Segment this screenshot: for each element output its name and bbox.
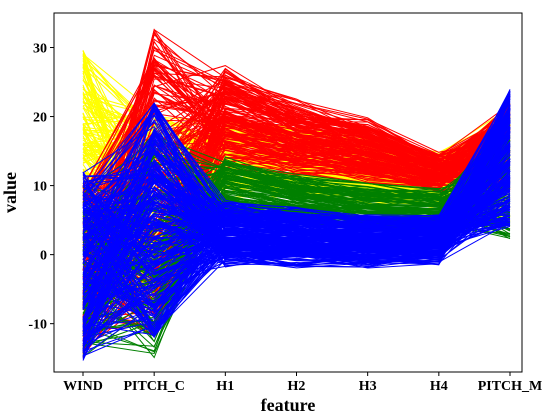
x-tick-label: PITCH_C: [123, 379, 184, 394]
series-3-line: [82, 176, 511, 295]
y-tick-label: 0: [40, 249, 47, 264]
y-tick-label: 10: [33, 180, 47, 195]
series-3-line: [82, 141, 511, 278]
series-3-line: [82, 141, 511, 306]
series-3-line: [82, 149, 511, 322]
series-1-line: [82, 59, 511, 247]
plot-frame: [53, 12, 523, 373]
series-1-line: [82, 112, 511, 243]
series-3-line: [82, 198, 511, 238]
y-axis: -10 0 10 20 30: [28, 42, 54, 333]
series-3-line: [82, 200, 511, 332]
series-3-line: [82, 217, 511, 353]
series-3-line: [82, 152, 511, 254]
series-3-line: [82, 154, 511, 297]
y-tick-label: 30: [33, 42, 47, 57]
series-3-line: [82, 174, 511, 235]
x-tick-label: H4: [430, 379, 448, 394]
x-tick-label: H2: [288, 379, 306, 394]
series-3-line: [82, 121, 511, 337]
series-3-line: [82, 125, 511, 344]
series-3-line: [82, 138, 511, 351]
series-3-line: [82, 117, 511, 310]
x-tick-label: H1: [216, 379, 234, 394]
series-1-line: [82, 76, 511, 198]
x-axis-label: feature: [261, 395, 316, 415]
y-tick-label: -10: [28, 318, 47, 333]
x-tick-label: WIND: [63, 379, 103, 394]
series-3-line: [82, 100, 511, 259]
series-lines: [82, 28, 511, 361]
y-axis-label: value: [0, 172, 20, 213]
x-tick-label: PITCH_M: [478, 379, 543, 394]
series-3-line: [82, 205, 511, 249]
series-3-line: [82, 157, 511, 344]
y-tick-label: 20: [33, 111, 47, 126]
series-1-line: [82, 28, 511, 335]
series-3-line: [82, 214, 511, 257]
series-3-line: [82, 101, 511, 335]
series-3-line: [82, 161, 511, 241]
x-axis: WIND PITCH_C H1 H2 H3 H4 PITCH_M: [63, 372, 542, 394]
series-1-line: [82, 65, 511, 202]
x-tick-label: H3: [359, 379, 377, 394]
